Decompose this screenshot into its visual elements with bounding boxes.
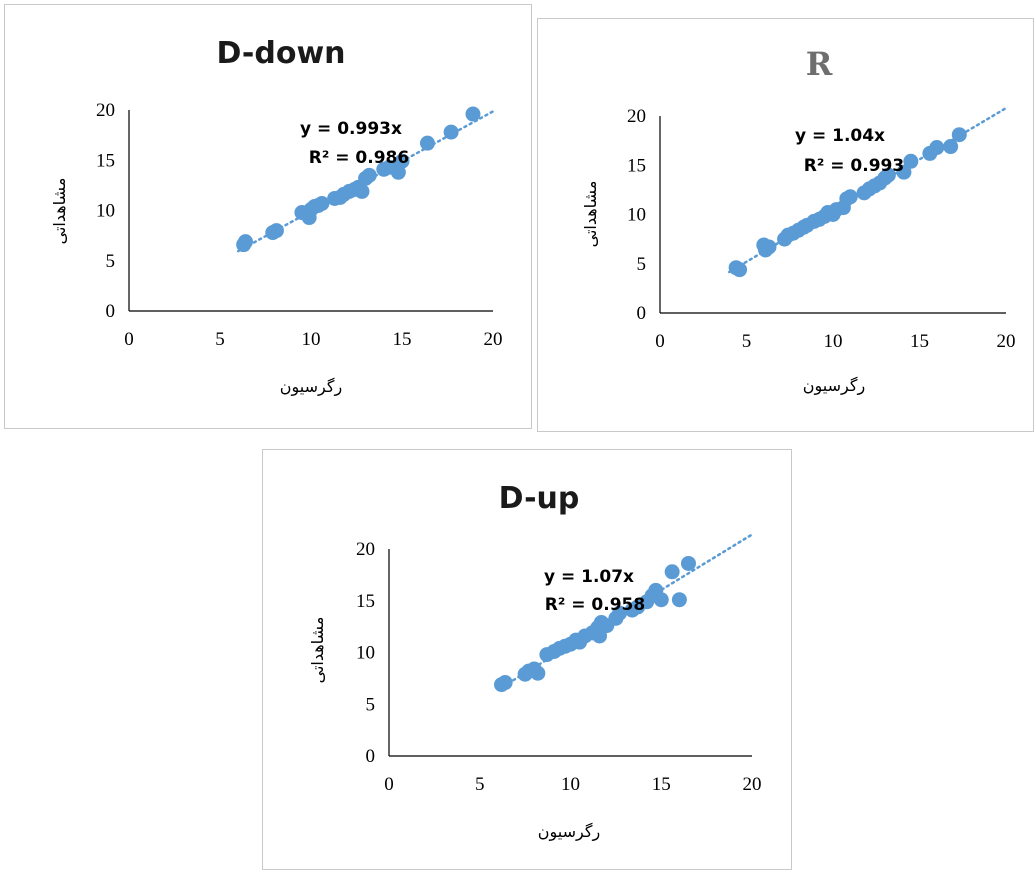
data-point xyxy=(903,154,918,169)
y-tick-label: 10 xyxy=(356,643,375,664)
data-point xyxy=(444,125,459,140)
data-point xyxy=(530,666,545,681)
x-tick-label: 15 xyxy=(910,331,929,352)
x-tick-label: 20 xyxy=(484,329,503,350)
y-axis-label: مشاهداتی xyxy=(50,178,69,245)
data-point xyxy=(929,140,944,155)
x-tick-label: 5 xyxy=(742,331,752,352)
data-point xyxy=(420,136,435,151)
x-tick-label: 15 xyxy=(393,329,412,350)
chart-title: D-down xyxy=(216,36,345,71)
x-tick-label: 5 xyxy=(475,774,485,795)
x-tick-label: 5 xyxy=(215,329,225,350)
x-tick-label: 20 xyxy=(743,774,762,795)
trend-equation: y = 1.07x xyxy=(544,567,634,587)
data-point xyxy=(654,592,669,607)
trend-equation: y = 1.04x xyxy=(795,126,885,146)
y-tick-label: 0 xyxy=(637,303,647,324)
y-tick-label: 5 xyxy=(106,251,116,272)
y-axis-label: مشاهداتی xyxy=(308,617,327,684)
data-point xyxy=(498,675,513,690)
x-tick-label: 0 xyxy=(124,329,134,350)
y-tick-label: 15 xyxy=(96,150,115,171)
x-tick-label: 10 xyxy=(302,329,321,350)
trend-r-squared: R² = 0.958 xyxy=(545,595,645,615)
y-tick-label: 0 xyxy=(366,746,376,767)
y-tick-label: 20 xyxy=(96,100,115,121)
trend-r-squared: R² = 0.993 xyxy=(804,156,904,176)
x-tick-label: 20 xyxy=(997,331,1016,352)
chart-title: D-up xyxy=(499,481,580,516)
x-tick-label: 0 xyxy=(655,331,665,352)
data-point xyxy=(269,223,284,238)
data-point xyxy=(665,564,680,579)
scatter-chart-d-up: D-up 0 5 10 15 20 0 5 10 15 20 y = 1.07x R² = 0.9… xyxy=(263,450,791,871)
y-tick-label: 0 xyxy=(106,301,116,322)
scatter-chart-d-down: D-down 0 5 10 15 20 0 5 10 15 20 y = 0.993x R² = … xyxy=(5,5,531,428)
data-point xyxy=(465,107,480,122)
data-point xyxy=(761,240,776,255)
data-point xyxy=(681,556,696,571)
x-tick-label: 0 xyxy=(384,774,394,795)
x-axis-label: رگرسیون xyxy=(280,377,342,397)
chart-panel-d-up: D-up 0 5 10 15 20 0 5 10 15 20 y = 1.07x R² = 0.9… xyxy=(262,449,792,870)
y-tick-label: 20 xyxy=(356,539,375,560)
data-point xyxy=(732,262,747,277)
y-axis-label: مشاهداتی xyxy=(581,181,600,248)
data-point xyxy=(952,127,967,142)
trend-equation: y = 0.993x xyxy=(300,119,402,139)
chart-title: R xyxy=(806,45,833,83)
x-tick-label: 10 xyxy=(824,331,843,352)
data-point xyxy=(354,184,369,199)
y-tick-label: 10 xyxy=(627,205,646,226)
x-tick-label: 10 xyxy=(561,774,580,795)
y-tick-label: 20 xyxy=(627,106,646,127)
y-tick-label: 15 xyxy=(356,591,375,612)
y-tick-label: 5 xyxy=(637,254,647,275)
chart-panel-d-down: D-down 0 5 10 15 20 0 5 10 15 20 y = 0.993x R² = … xyxy=(4,4,532,429)
data-point xyxy=(672,592,687,607)
data-point xyxy=(843,189,858,204)
data-point xyxy=(238,234,253,249)
chart-panel-r: R 0 5 10 15 20 0 5 10 15 20 y = 1.04x R² = 0.993 … xyxy=(537,18,1034,432)
x-tick-label: 15 xyxy=(652,774,671,795)
data-point xyxy=(362,168,377,183)
y-tick-label: 15 xyxy=(627,155,646,176)
trend-r-squared: R² = 0.986 xyxy=(309,148,409,168)
y-tick-label: 10 xyxy=(96,201,115,222)
x-axis-label: رگرسیون xyxy=(538,822,600,842)
x-axis-label: رگرسیون xyxy=(803,376,865,396)
y-tick-label: 5 xyxy=(366,694,376,715)
